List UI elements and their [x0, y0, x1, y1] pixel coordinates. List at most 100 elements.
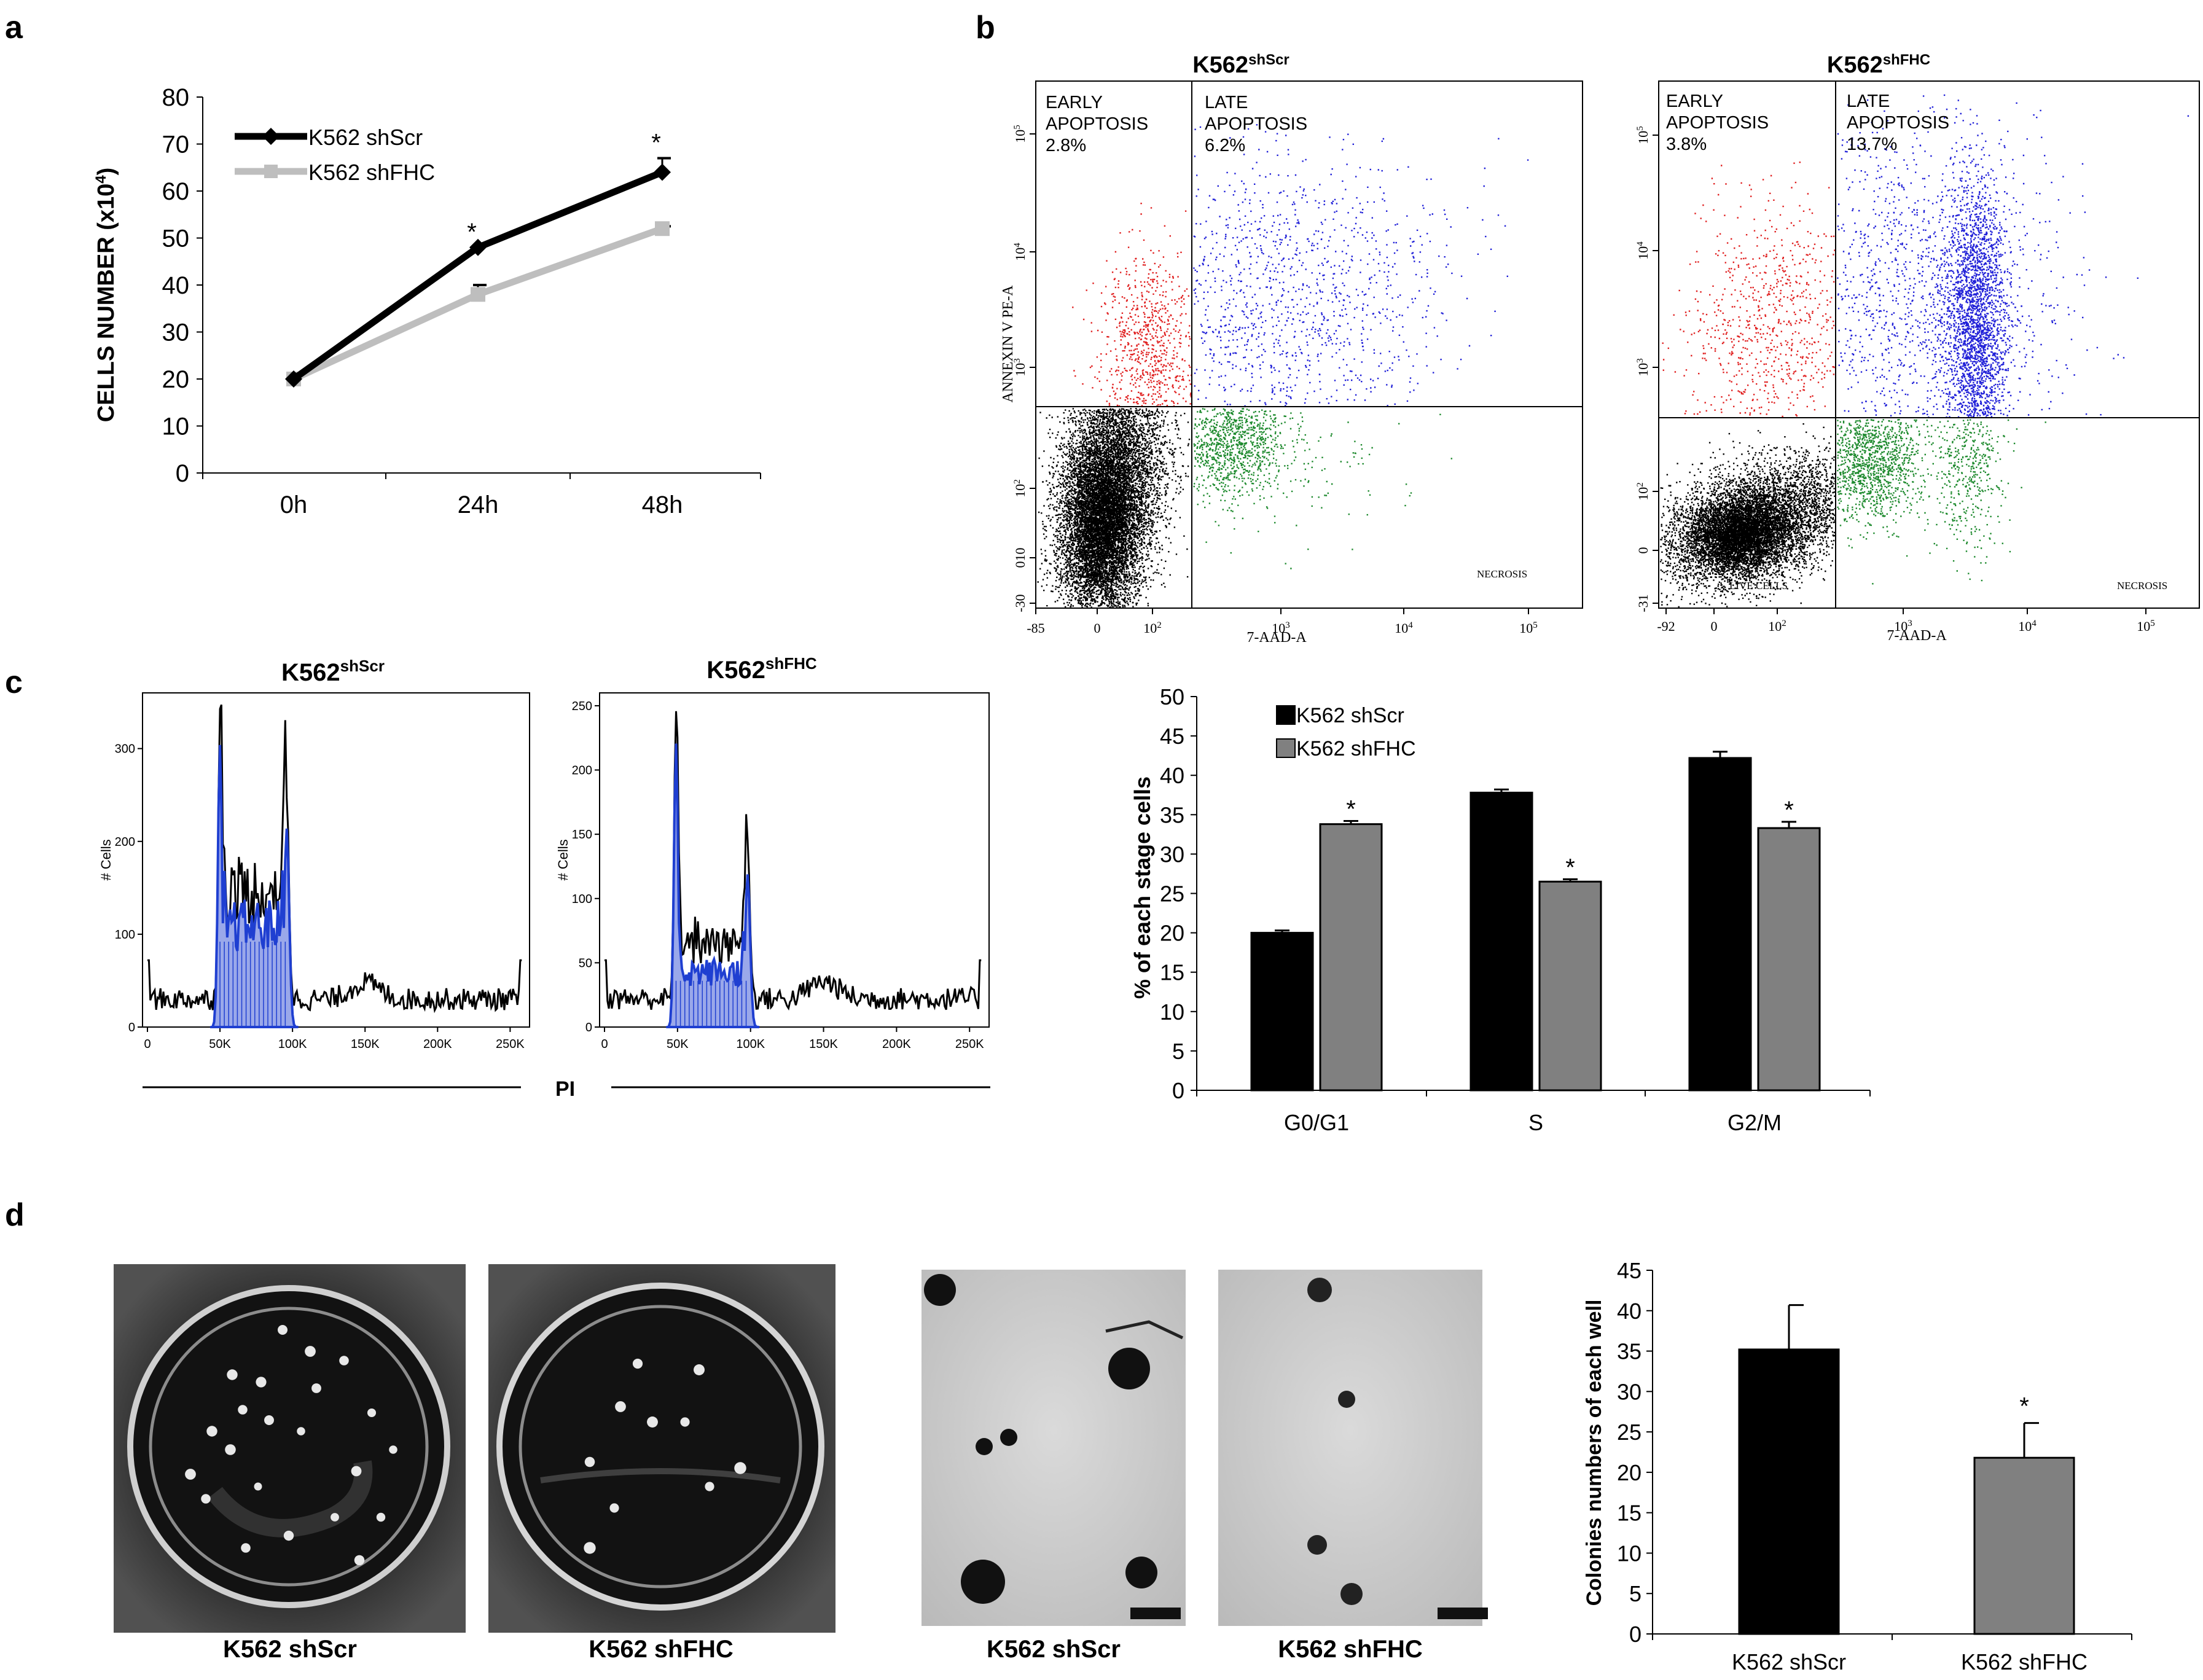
hist-xtick-label: 200K	[882, 1037, 911, 1051]
growth-ytick-label: 10	[162, 413, 190, 440]
early-label-shfhc: EARLY APOPTOSIS 3.8%	[1666, 92, 1769, 154]
hist-xtick-label: 100K	[278, 1037, 307, 1051]
hist-xtick-label: 50K	[667, 1037, 689, 1051]
colonies-shfhc	[584, 1358, 746, 1554]
colony-dot	[632, 1358, 643, 1369]
hist-trace-shscr	[147, 704, 522, 1014]
early-apoptosis-shscr	[1072, 203, 1192, 407]
necrosis-shfhc	[1837, 419, 1948, 585]
cycle-ytick-label: 5	[1172, 1039, 1184, 1064]
micrograph-bg-shfhc	[1218, 1270, 1482, 1626]
growth-curve-chart: CELLS NUMBER (x104) 0 10 20 30 40 50 60 70 80 0h 2…	[93, 84, 761, 518]
cycle-legend-label-shfhc: K562 shFHC	[1296, 737, 1416, 760]
hist-ytick-label: 200	[115, 835, 135, 849]
flow-ytick-label: 105	[1635, 126, 1651, 144]
hist-title-shscr: K562shScr	[281, 657, 385, 686]
cycle-legend-swatch-shfhc	[1276, 738, 1296, 758]
colony-dot	[389, 1445, 397, 1454]
colonies-ytick-label: 25	[1617, 1420, 1641, 1445]
colonies-shscr	[185, 1324, 397, 1566]
hist-trace-shfhc	[605, 711, 982, 1011]
hist-ytick-label: 50	[579, 956, 592, 970]
hist-xtick-label: 100K	[736, 1037, 765, 1051]
hist-frame-shfhc	[599, 692, 990, 1028]
colonies-category-label: K562 shScr	[1732, 1649, 1846, 1674]
legend-marker-shscr	[262, 128, 280, 145]
cycle-sig-star: *	[1346, 796, 1356, 823]
growth-xtick-label: 0h	[280, 491, 308, 518]
colony-dot	[339, 1356, 349, 1365]
growth-xtick-label: 48h	[642, 491, 683, 518]
hist-xtick-label: 0	[144, 1037, 151, 1051]
panel-letter-c: c	[5, 665, 23, 700]
growth-point-shfhc	[655, 221, 670, 236]
well-rim-shfhc	[496, 1283, 824, 1611]
flow-ytick-label: 103	[1635, 358, 1651, 377]
hist-frame-shscr	[142, 692, 530, 1028]
colony-formation-panel: K562 shScr K562 shFHC K562 shScr K562 sh…	[114, 1258, 2132, 1674]
micro-colony	[976, 1438, 993, 1455]
colony-dot	[376, 1512, 386, 1522]
scale-bar-shscr	[1130, 1608, 1181, 1619]
necrosis-label-shscr: NECROSIS	[1477, 568, 1527, 580]
well-photo-shfhc	[488, 1264, 835, 1633]
colony-dot	[705, 1482, 714, 1491]
well-label-shfhc: K562 shFHC	[589, 1636, 734, 1663]
colony-dot	[367, 1408, 377, 1418]
histogram-shscr: 0 100 200 300 0 50K 100K 150K 200K 250K # Cells	[98, 692, 530, 1051]
panel-letter-d: d	[5, 1197, 25, 1233]
growth-ytick-label: 50	[162, 225, 190, 252]
colony-dot	[331, 1513, 339, 1522]
colony-dot	[277, 1324, 288, 1335]
live-cells-core-shscr	[1038, 410, 1180, 609]
flow-title-shfhc: K562shFHC	[1827, 52, 1930, 79]
micrograph-shscr	[922, 1270, 1186, 1626]
flow-events-shfhc	[1660, 94, 2189, 608]
flow-cytometry-panel: K562shScr EARLY APOPTOSIS 2.8% LATE APOPTOS…	[1000, 52, 2200, 646]
histogram-shfhc: 0 50 100 150 200 250 0 50K 100K 150K 200K 250K # Cel…	[555, 692, 990, 1051]
flow-title-shscr: K562shScr	[1192, 52, 1289, 79]
colony-dot	[225, 1444, 236, 1455]
colony-dot	[264, 1415, 274, 1425]
flow-ytick-label: 104	[1635, 241, 1651, 260]
colonies-bar-shscr	[1738, 1348, 1840, 1635]
colony-dot	[227, 1369, 238, 1380]
necrosis-shscr	[1193, 408, 1320, 533]
colony-dot	[584, 1456, 595, 1467]
necrosis-label-shfhc: NECROSIS	[2117, 580, 2167, 592]
growth-ytick-label: 20	[162, 366, 190, 393]
ylabel-shscr: ANNEXIN V PE-A	[1000, 285, 1016, 403]
hist-ytick-label: 150	[572, 828, 592, 842]
flow-xtick-label: -92	[1657, 619, 1675, 634]
live-cells-core-shfhc	[1665, 467, 1828, 605]
cycle-ytick-label: 45	[1160, 724, 1184, 749]
colony-dot	[297, 1427, 305, 1436]
necrosis-column-shfhc	[1914, 419, 2046, 582]
colony-dot	[609, 1503, 619, 1513]
cycle-ylabel: % of each stage cells	[1130, 776, 1155, 999]
flow-ytick-label: 105	[1012, 125, 1028, 143]
hist-ytick-label: 0	[128, 1021, 135, 1034]
flow-ytick-label: 0	[1635, 547, 1651, 554]
micro-colony	[1307, 1278, 1332, 1302]
flow-xtick-label: 104	[2018, 619, 2037, 634]
hist-ytick-label: 100	[572, 893, 592, 906]
colonies-ytick-label: 30	[1617, 1379, 1641, 1404]
colony-dot	[238, 1405, 248, 1415]
pi-axis-caption: PI	[555, 1077, 575, 1101]
colony-dot	[734, 1462, 746, 1474]
panel-letter-b: b	[976, 10, 995, 45]
colony-dot	[647, 1416, 658, 1428]
cycle-bar-shfhc	[1538, 880, 1602, 1092]
growth-sig-star: *	[467, 219, 477, 246]
late-label-shscr: LATE APOPTOSIS 6.2%	[1205, 93, 1307, 155]
colonies-ytick-label: 45	[1617, 1258, 1641, 1283]
flow-ytick-label: 102	[1635, 482, 1651, 501]
hist-ylabel: # Cells	[555, 839, 571, 880]
flow-xtick-label: -85	[1027, 620, 1044, 636]
flow-xtick-label: 104	[1395, 620, 1413, 636]
growth-ytick-label: 40	[162, 272, 190, 299]
cycle-legend-swatch-shscr	[1276, 705, 1296, 725]
colony-dot	[584, 1542, 596, 1554]
